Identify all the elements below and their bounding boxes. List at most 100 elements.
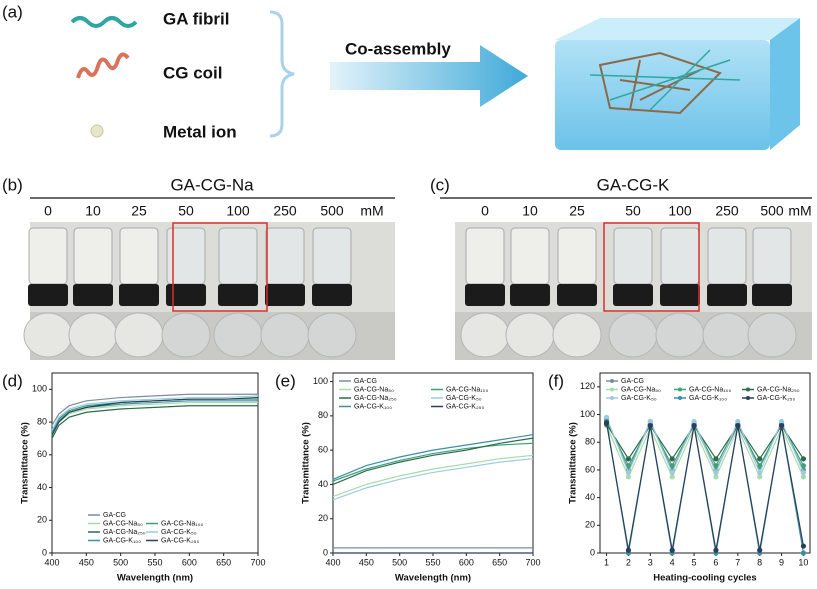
vial-top-view xyxy=(307,312,357,358)
vial-top-view xyxy=(213,312,263,358)
data-point xyxy=(713,470,719,476)
arrow-label: Co-assembly xyxy=(345,39,451,58)
y-tick-label: 100 xyxy=(32,384,47,394)
data-line xyxy=(332,437,534,485)
x-tick-label: 8 xyxy=(757,557,762,567)
concentration-label: 25 xyxy=(569,203,585,219)
vial-cap xyxy=(166,284,206,306)
data-line xyxy=(605,422,805,551)
gel-top xyxy=(555,18,800,40)
vial xyxy=(119,227,159,285)
data-line xyxy=(51,396,259,436)
vial-top-view xyxy=(68,312,118,358)
x-tick-label: 550 xyxy=(425,557,440,567)
data-point xyxy=(603,420,610,426)
vial xyxy=(660,227,700,285)
vial-top-view xyxy=(460,312,510,358)
x-tick-label: 650 xyxy=(492,557,507,567)
data-line xyxy=(606,417,804,475)
legend-marker xyxy=(678,387,682,392)
data-point xyxy=(603,414,610,420)
y-tick-label: 60 xyxy=(318,445,328,455)
vial xyxy=(265,227,305,285)
vial xyxy=(465,227,505,285)
x-tick-label: 700 xyxy=(525,557,540,567)
legend-label: GA-CG-K₂₅₀ xyxy=(161,537,199,544)
data-point xyxy=(713,463,719,469)
legend-label: GA-CG-Na₅₀ xyxy=(354,386,394,393)
coil-icon xyxy=(76,52,130,79)
x-tick-label: 4 xyxy=(670,557,675,567)
data-line xyxy=(51,400,258,434)
legend-label: GA-CG-Na₁₀₀ xyxy=(689,386,731,393)
network xyxy=(589,49,741,111)
legend-marker xyxy=(746,396,750,400)
concentration-label: 50 xyxy=(178,203,194,219)
data-point xyxy=(625,463,632,469)
x-tick-label: 600 xyxy=(182,557,197,567)
vial-cap xyxy=(752,284,792,306)
legend-label: GA-CG-K₅₀ xyxy=(621,395,657,402)
data-point xyxy=(800,463,807,469)
y-tick-label: 80 xyxy=(585,437,595,447)
data-point xyxy=(757,463,763,469)
legend-label: GA-CG xyxy=(354,378,377,385)
y-tick-label: 100 xyxy=(313,376,328,386)
y-tick-label: 0 xyxy=(323,547,328,557)
vial-top-view xyxy=(552,312,602,358)
data-point xyxy=(800,456,807,462)
legend-label: GA-CG-Na₂₅₀ xyxy=(103,529,146,536)
y-tick-label: 80 xyxy=(37,416,47,426)
legend-label: GA-CG-K₁₀₀ xyxy=(689,395,727,402)
panel-label: (d) xyxy=(2,371,23,390)
vial-top-view xyxy=(655,312,705,358)
y-axis-label: Transmittance (%) xyxy=(568,422,579,504)
y-tick-label: 60 xyxy=(585,464,595,474)
y-tick-label: 40 xyxy=(318,479,328,489)
data-line xyxy=(606,425,804,479)
data-point xyxy=(647,418,653,425)
fibril-icon xyxy=(70,16,138,28)
data-point xyxy=(669,470,675,476)
y-tick-label: 80 xyxy=(318,410,328,420)
x-tick-label: 5 xyxy=(692,557,697,567)
gel-side xyxy=(770,18,800,150)
data-line xyxy=(606,423,804,460)
x-axis-label: Wavelength (nm) xyxy=(395,573,471,584)
panel-label: (f) xyxy=(548,371,564,390)
data-point xyxy=(713,547,719,553)
legend-item: CG coil xyxy=(163,63,223,82)
y-tick-label: 20 xyxy=(37,515,47,525)
concentration-label: 100 xyxy=(226,203,250,219)
vial-top-view xyxy=(114,312,164,358)
unit-label: mM xyxy=(360,203,383,219)
legend-label: GA-CG-K₁₀₀ xyxy=(103,537,141,544)
x-axis-label: Heating-cooling cycles xyxy=(653,573,756,584)
data-point xyxy=(800,543,807,549)
legend-label: GA-CG-Na₅₀ xyxy=(103,520,143,527)
y-tick-label: 20 xyxy=(318,513,328,523)
vial-top-view xyxy=(23,312,73,358)
y-tick-label: 40 xyxy=(585,492,595,502)
data-point xyxy=(757,474,763,480)
concentration-label: 500 xyxy=(760,203,784,219)
vial-top-view xyxy=(702,312,752,358)
x-tick-label: 1 xyxy=(604,557,609,567)
vial-top-view xyxy=(260,312,310,358)
vial-top-view xyxy=(505,312,555,358)
plot-frame xyxy=(51,372,259,554)
vial-cap xyxy=(119,284,159,306)
x-tick-label: 450 xyxy=(359,557,374,567)
data-point xyxy=(625,470,632,476)
x-tick-label: 2 xyxy=(626,557,631,567)
data-point xyxy=(800,550,807,556)
vial-cap xyxy=(265,284,305,306)
x-axis-label: Wavelength (nm) xyxy=(117,573,193,584)
x-tick-label: 600 xyxy=(459,557,474,567)
legend-label: GA-CG-K₅₀ xyxy=(446,395,482,402)
data-point xyxy=(669,474,675,480)
data-line xyxy=(51,395,259,431)
data-point xyxy=(800,474,807,480)
y-tick-label: 100 xyxy=(580,409,595,419)
unit-label: mM xyxy=(788,203,811,219)
